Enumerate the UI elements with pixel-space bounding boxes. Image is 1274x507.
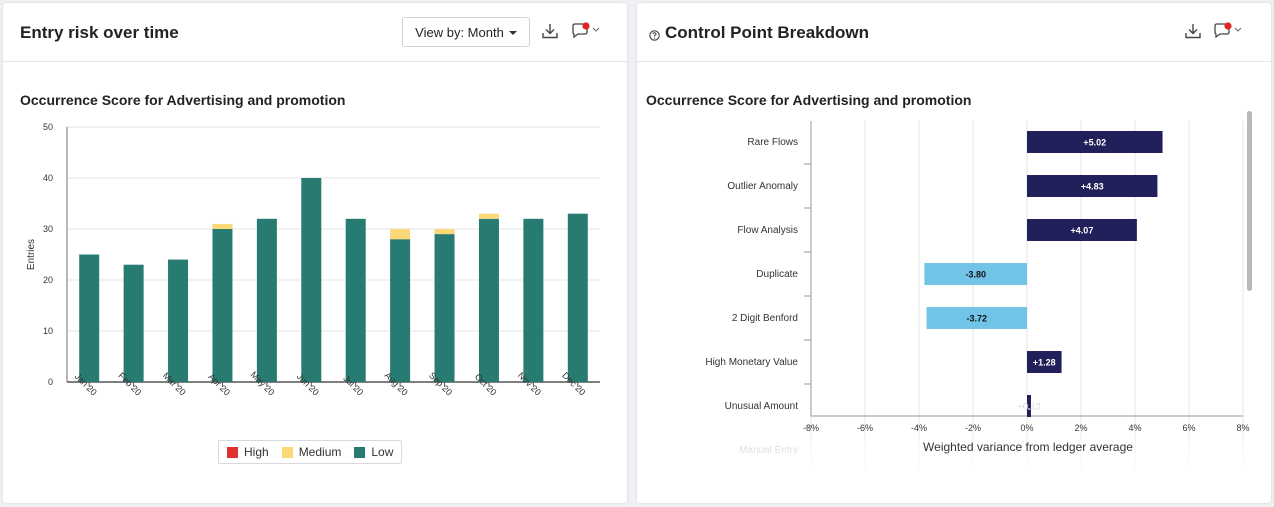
category-label: Outlier Anomaly — [727, 181, 798, 192]
bar-low[interactable] — [345, 218, 366, 382]
bar-value-label: -3.72 — [967, 314, 988, 324]
download-icon[interactable] — [1184, 22, 1202, 45]
legend-swatch-low — [354, 446, 366, 458]
x-tick-label: 8% — [1236, 423, 1249, 433]
entry-risk-card: Entry risk over time View by: Month Occu… — [3, 3, 627, 503]
legend-item-high[interactable]: High — [227, 445, 269, 459]
legend-label-high: High — [244, 445, 269, 459]
legend-label-medium: Medium — [298, 445, 342, 459]
category-label: Unusual Amount — [725, 401, 799, 412]
bar-low[interactable] — [79, 254, 100, 383]
bar-medium[interactable] — [478, 213, 499, 219]
x-tick-label: 6% — [1182, 423, 1195, 433]
y-tick-label: 20 — [43, 275, 53, 285]
y-axis-title: Entries — [26, 239, 37, 270]
card-title: Control Point Breakdown — [665, 23, 869, 42]
variance-bar[interactable] — [924, 263, 1027, 285]
x-tick-label: -2% — [965, 423, 981, 433]
category-label: 2 Digit Benford — [732, 313, 798, 324]
chart-title: Occurrence Score for Advertising and pro… — [20, 92, 346, 108]
bar-value-label: -3.80 — [965, 270, 986, 280]
variance-bar[interactable] — [1027, 175, 1158, 197]
variance-bar[interactable] — [926, 307, 1027, 329]
legend-label-low: Low — [371, 445, 394, 459]
view-by-label: View by: Month — [415, 24, 504, 40]
bar-low[interactable] — [523, 218, 544, 382]
bar-medium[interactable] — [212, 223, 233, 229]
category-label: Duplicate — [756, 269, 798, 280]
y-tick-label: 40 — [43, 173, 53, 183]
bar-value-label: +5.02 — [1083, 138, 1106, 148]
bar-value-label: +4.07 — [1071, 226, 1094, 236]
view-by-dropdown[interactable]: View by: Month — [402, 17, 530, 47]
y-tick-label: 30 — [43, 224, 53, 234]
bar-low[interactable] — [301, 178, 322, 382]
card-title: Entry risk over time — [20, 23, 179, 42]
y-tick-label: 10 — [43, 326, 53, 336]
x-tick-label: 0% — [1020, 423, 1033, 433]
chart-title: Occurrence Score for Advertising and pro… — [646, 92, 972, 108]
x-tick-label: -4% — [911, 423, 927, 433]
bar-low[interactable] — [434, 234, 455, 382]
legend-item-medium[interactable]: Medium — [281, 445, 342, 459]
bar-value-label: +1.28 — [1033, 358, 1056, 368]
download-icon[interactable] — [541, 22, 559, 45]
legend-swatch-medium — [281, 446, 293, 458]
x-axis-title: Weighted variance from ledger average — [923, 440, 1133, 454]
category-label: High Monetary Value — [705, 357, 798, 368]
y-tick-label: 0 — [48, 377, 53, 387]
bar-low[interactable] — [567, 213, 588, 382]
help-icon[interactable] — [649, 28, 660, 46]
x-tick-label: 2% — [1074, 423, 1087, 433]
bar-low[interactable] — [256, 218, 277, 382]
category-label: Flow Analysis — [737, 225, 798, 236]
bar-low[interactable] — [123, 264, 144, 382]
bar-low[interactable] — [168, 259, 189, 382]
bar-low[interactable] — [478, 218, 499, 382]
variance-bar[interactable] — [1027, 395, 1031, 417]
comment-icon[interactable] — [1212, 22, 1244, 45]
card-header: Entry risk over time View by: Month — [3, 3, 627, 62]
bar-medium[interactable] — [434, 229, 455, 235]
y-tick-label: 50 — [43, 122, 53, 132]
bar-low[interactable] — [212, 229, 233, 382]
bar-value-label: +0.13 — [1018, 402, 1041, 412]
variance-bar[interactable] — [1027, 219, 1137, 241]
caret-down-icon — [508, 31, 517, 35]
category-label: Rare Flows — [747, 137, 798, 148]
scrollbar-thumb[interactable] — [1247, 111, 1252, 291]
variance-bar[interactable] — [1027, 351, 1062, 373]
control-point-card: Control Point Breakdown Occurrence Score… — [637, 3, 1271, 503]
legend-item-low[interactable]: Low — [354, 445, 393, 459]
variance-bar[interactable] — [1027, 131, 1163, 153]
card-header: Control Point Breakdown — [637, 3, 1271, 62]
bar-medium[interactable] — [390, 229, 411, 240]
comment-icon[interactable] — [570, 22, 602, 45]
bar-value-label: +4.83 — [1081, 182, 1104, 192]
x-tick-label: 4% — [1128, 423, 1141, 433]
x-tick-label: -6% — [857, 423, 873, 433]
chart-legend: High Medium Low — [218, 440, 403, 464]
legend-swatch-high — [227, 446, 238, 458]
control-point-bar-chart: -8% -6% -4% -2% 0% 2% 4% 6% 8%Rare Flows +5.02Out… — [705, 121, 1250, 471]
bar-low[interactable] — [390, 239, 411, 382]
